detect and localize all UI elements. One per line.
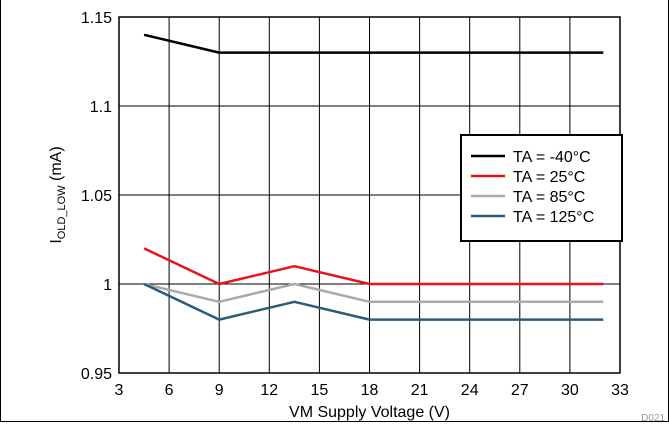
x-tick-label: 9 — [215, 382, 224, 399]
x-tick-label: 33 — [611, 382, 629, 399]
series-line-1 — [143, 33, 604, 54]
figure-id: D021 — [641, 413, 665, 421]
x-tick-label: 24 — [461, 382, 479, 399]
legend-box — [460, 134, 623, 242]
legend: TA = -40°C TA = 25°C TA = 85°C TA = 125°C — [460, 134, 623, 242]
y-axis-title: IOLD_LOW (mA) — [48, 146, 68, 243]
legend-label: TA = 25°C — [513, 169, 585, 186]
y-tick-label: 1.15 — [81, 10, 112, 27]
x-tick-labels: 3 6 9 12 15 18 21 24 27 30 33 — [115, 382, 629, 399]
series-line-2 — [143, 247, 604, 286]
x-tick-label: 18 — [361, 382, 379, 399]
y-tick-labels: 0.95 1 1.05 1.1 1.15 — [81, 10, 112, 383]
y-tick-label: 1.1 — [90, 99, 112, 116]
x-tick-label: 30 — [561, 382, 579, 399]
x-tick-label: 3 — [115, 382, 124, 399]
legend-label: TA = 85°C — [513, 189, 585, 206]
y-tick-label: 1 — [103, 277, 112, 294]
x-tick-label: 6 — [165, 382, 174, 399]
x-axis-title: VM Supply Voltage (V) — [289, 404, 450, 421]
x-tick-label: 21 — [411, 382, 429, 399]
legend-label: TA = -40°C — [513, 149, 591, 166]
x-tick-label: 12 — [260, 382, 278, 399]
series-lines — [143, 33, 604, 321]
x-tick-label: 15 — [311, 382, 329, 399]
y-tick-label: 1.05 — [81, 188, 112, 205]
series-line-4 — [143, 282, 604, 321]
legend-label: TA = 125°C — [513, 209, 594, 226]
x-tick-label: 27 — [511, 382, 529, 399]
series-line-3 — [143, 282, 604, 304]
y-tick-label: 0.95 — [81, 366, 112, 383]
